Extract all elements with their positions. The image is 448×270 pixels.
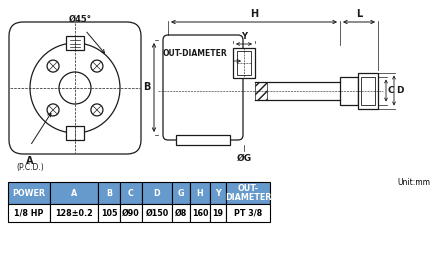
Bar <box>233 48 255 78</box>
Text: ØG: ØG <box>237 154 252 163</box>
Bar <box>8 204 50 222</box>
Text: Y: Y <box>241 32 247 41</box>
Text: POWER: POWER <box>13 188 46 197</box>
Bar <box>210 182 226 204</box>
Text: 128±0.2: 128±0.2 <box>55 208 93 218</box>
Text: D: D <box>154 188 160 197</box>
Text: B: B <box>106 188 112 197</box>
Bar <box>176 135 230 145</box>
Text: Y: Y <box>215 188 221 197</box>
Bar <box>361 76 375 104</box>
Bar <box>120 182 142 204</box>
Bar <box>98 204 120 222</box>
Bar <box>237 51 251 75</box>
Text: (P.C.D.): (P.C.D.) <box>16 163 44 172</box>
Bar <box>358 73 378 109</box>
Text: Ø150: Ø150 <box>145 208 168 218</box>
Bar <box>340 76 358 104</box>
FancyBboxPatch shape <box>163 35 243 140</box>
Bar <box>142 204 172 222</box>
Bar <box>190 204 210 222</box>
Bar <box>190 182 210 204</box>
Text: C: C <box>388 86 395 95</box>
Text: C: C <box>128 188 134 197</box>
Text: Ø8: Ø8 <box>175 208 187 218</box>
Text: 160: 160 <box>192 208 208 218</box>
FancyBboxPatch shape <box>9 22 141 154</box>
Text: OUT-DIAMETER: OUT-DIAMETER <box>163 49 228 58</box>
Text: 105: 105 <box>101 208 117 218</box>
Text: PT 3/8: PT 3/8 <box>234 208 262 218</box>
Bar <box>66 36 84 50</box>
Bar <box>120 204 142 222</box>
Text: OUT-
DIAMETER: OUT- DIAMETER <box>225 184 271 202</box>
Text: 1/8 HP: 1/8 HP <box>14 208 44 218</box>
Bar <box>255 82 267 100</box>
Text: H: H <box>250 9 258 19</box>
Bar <box>226 204 270 222</box>
Text: G: G <box>178 188 184 197</box>
Bar <box>50 182 98 204</box>
Text: L: L <box>356 9 362 19</box>
Bar <box>142 182 172 204</box>
Text: A: A <box>71 188 77 197</box>
Bar <box>210 204 226 222</box>
Bar <box>50 204 98 222</box>
Bar <box>172 182 190 204</box>
Text: A: A <box>26 156 34 166</box>
Bar <box>8 182 50 204</box>
Text: Ø45°: Ø45° <box>69 15 91 24</box>
Bar <box>226 182 270 204</box>
Text: D: D <box>396 86 404 95</box>
Text: B: B <box>142 83 150 93</box>
Text: Ø90: Ø90 <box>122 208 140 218</box>
Bar <box>172 204 190 222</box>
Bar <box>98 182 120 204</box>
Bar <box>66 126 84 140</box>
Text: Unit:mm: Unit:mm <box>397 178 430 187</box>
Text: 19: 19 <box>212 208 224 218</box>
Text: H: H <box>197 188 203 197</box>
